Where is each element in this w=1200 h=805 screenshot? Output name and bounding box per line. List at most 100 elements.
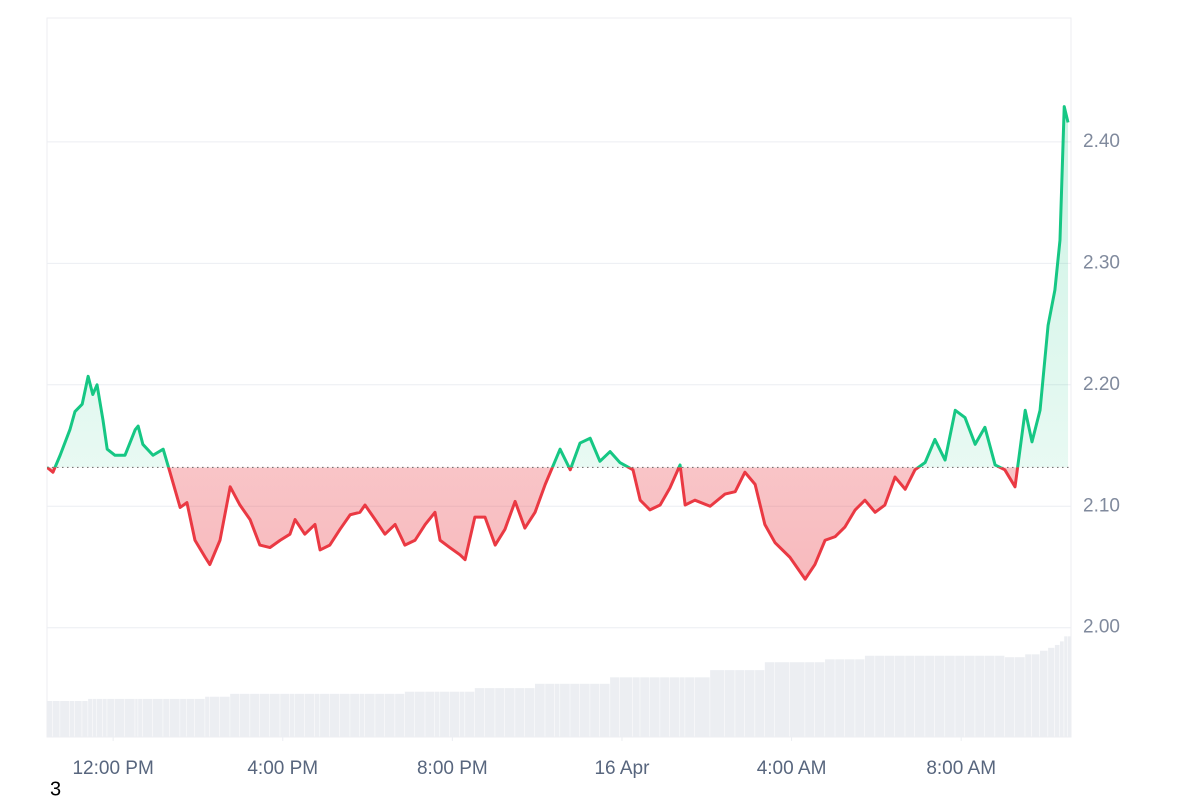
volume-bar	[755, 670, 765, 737]
volume-bar	[250, 693, 260, 737]
y-tick-label: 2.20	[1083, 374, 1120, 395]
volume-bar	[814, 662, 825, 737]
volume-bar	[163, 698, 170, 737]
volume-bar	[320, 693, 330, 737]
volume-bar	[1004, 657, 1015, 737]
volume-bar	[864, 655, 875, 737]
volume-bar	[186, 698, 195, 737]
volume-bar	[735, 670, 745, 737]
volume-bar	[289, 693, 295, 737]
area-up	[47, 106, 1069, 468]
volume-bar	[560, 683, 570, 737]
volume-bar	[375, 693, 385, 737]
volume-bar	[1031, 654, 1040, 737]
volume-bar	[153, 698, 163, 737]
volume-bar	[789, 662, 805, 737]
volume-bar	[685, 677, 695, 737]
x-tick-label: 8:00 PM	[417, 758, 488, 779]
plot-frame	[46, 17, 1072, 738]
volume-bar	[545, 683, 555, 737]
volume-bar	[440, 691, 450, 737]
volume-bar	[1048, 647, 1055, 737]
volume-bar	[640, 677, 650, 737]
volume-bar	[69, 701, 75, 737]
volume-bar	[764, 662, 775, 737]
volume-bar	[524, 688, 535, 737]
volume-bar	[135, 698, 138, 737]
volume-bar	[205, 696, 210, 737]
volume-bar	[995, 655, 1005, 737]
volume-bar	[905, 655, 915, 737]
volume-bar	[465, 691, 475, 737]
volume-bar	[74, 701, 82, 737]
volume-bar	[60, 701, 70, 737]
volume-bar	[102, 698, 107, 737]
volume-bar	[619, 677, 633, 737]
volume-bar	[744, 670, 755, 737]
volume-bar	[97, 698, 103, 737]
volume-bar	[975, 655, 985, 737]
y-tick-label: 2.10	[1083, 495, 1120, 516]
volume-bar	[554, 683, 560, 737]
volume-bar	[984, 655, 995, 737]
x-tick-label: 8:00 AM	[926, 758, 996, 779]
volume-bar	[504, 688, 515, 737]
volume-bar	[459, 691, 465, 737]
volume-bar	[925, 655, 935, 737]
volume-bar	[964, 655, 975, 737]
volume-bar	[449, 691, 460, 737]
x-tick-label: 4:00 PM	[247, 758, 318, 779]
volume-bar	[434, 691, 440, 737]
x-tick-label: 12:00 PM	[72, 758, 153, 779]
volume-bar	[194, 698, 205, 737]
volume-bar	[107, 698, 115, 737]
annotation: 3	[50, 778, 61, 800]
volume-bar	[82, 701, 88, 737]
volume-bar	[660, 677, 670, 737]
volume-bar	[515, 688, 525, 737]
volume-bar	[495, 688, 505, 737]
volume-bar	[825, 659, 835, 737]
volume-bar	[92, 698, 97, 737]
price-line-down	[47, 467, 1020, 581]
volume-bar	[88, 698, 93, 737]
x-tick-label: 4:00 AM	[757, 758, 827, 779]
volume-bar	[239, 693, 250, 737]
volume-bar	[365, 693, 375, 737]
volume-bar	[1040, 650, 1048, 737]
volume-bar	[805, 662, 815, 737]
volume-bar	[474, 688, 485, 737]
volume-bar	[955, 655, 965, 737]
volume-bar	[395, 693, 405, 737]
volume-bar	[1064, 636, 1068, 737]
volume-bar	[1025, 654, 1032, 737]
volume-bar	[350, 693, 360, 737]
volume-bar	[339, 693, 350, 737]
volume-bar	[1054, 644, 1060, 737]
volume-bar	[875, 655, 885, 737]
x-tick-label: 16 Apr	[594, 758, 650, 779]
volume-bar	[710, 670, 725, 737]
volume-bar	[610, 677, 620, 737]
volume-bar	[270, 693, 280, 737]
area-down	[47, 467, 1069, 580]
volume-bar	[114, 698, 125, 737]
volume-bar	[230, 693, 240, 737]
volume-bar	[895, 655, 905, 737]
volume-bar	[775, 662, 790, 737]
volume-bar	[169, 698, 180, 737]
volume-bar	[570, 683, 580, 737]
volume-bar	[884, 655, 895, 737]
y-tick-label: 2.00	[1083, 617, 1120, 638]
volume-bar	[359, 693, 365, 737]
volume-bar	[855, 659, 865, 737]
volume-bar	[1015, 657, 1025, 737]
y-tick-label: 2.40	[1083, 131, 1120, 152]
volume-bar	[934, 655, 945, 737]
volume-bar	[945, 655, 955, 737]
volume-bar	[314, 693, 320, 737]
volume-bar	[914, 655, 925, 737]
volume-bar	[844, 659, 855, 737]
volume-bar	[590, 683, 600, 737]
